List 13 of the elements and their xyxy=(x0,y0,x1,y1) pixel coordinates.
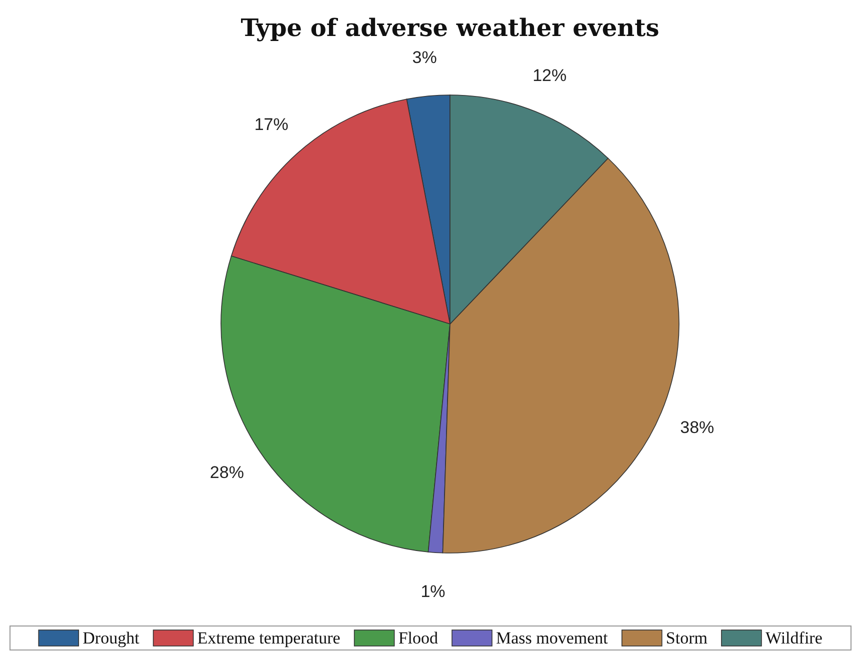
legend-label: Extreme temperature xyxy=(197,628,340,648)
legend-label: Mass movement xyxy=(496,628,608,648)
legend-label: Storm xyxy=(666,628,708,648)
data-label: 1% xyxy=(420,582,446,601)
legend-label: Flood xyxy=(398,628,438,648)
legend-label: Wildfire xyxy=(765,628,822,648)
legend-label: Drought xyxy=(82,628,140,648)
data-label: 12% xyxy=(532,66,567,85)
data-label: 38% xyxy=(680,418,714,438)
data-label: 3% xyxy=(412,48,437,67)
data-label: 17% xyxy=(254,114,288,134)
chart-title: Type of adverse weather events xyxy=(240,13,660,42)
data-label: 28% xyxy=(210,462,244,482)
